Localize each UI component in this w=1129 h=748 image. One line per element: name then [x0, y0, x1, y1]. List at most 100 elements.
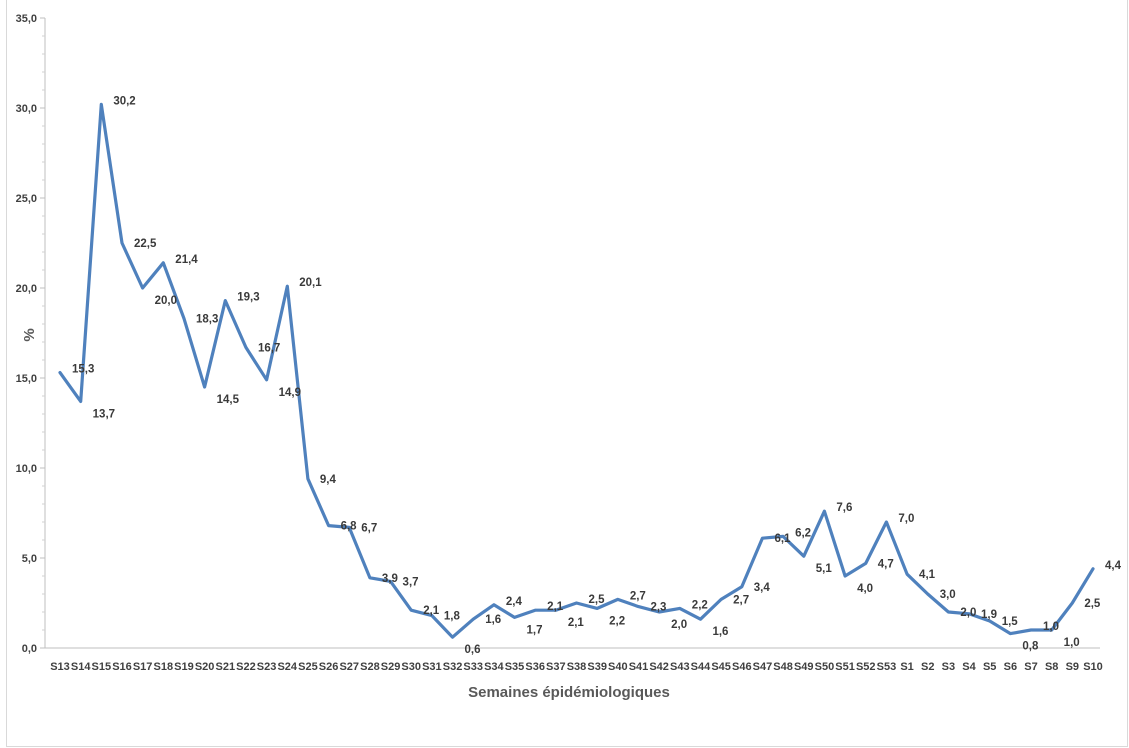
data-label: 1,6: [485, 614, 501, 626]
x-tick-label: S39: [587, 661, 607, 673]
data-label: 1,7: [527, 624, 543, 636]
data-label: 2,3: [650, 602, 666, 614]
x-tick-label: S1: [900, 661, 913, 673]
x-tick-label: S2: [921, 661, 934, 673]
data-label: 2,2: [692, 599, 708, 611]
x-tick-label: S45: [711, 661, 731, 673]
x-tick-label: S22: [236, 661, 256, 673]
data-label: 6,1: [774, 533, 791, 545]
series-line: [58, 102, 1095, 639]
series-group: [58, 102, 1095, 639]
x-tick-label: S14: [71, 661, 91, 673]
x-tick-label: S19: [174, 661, 194, 673]
x-tick-label: S46: [732, 661, 752, 673]
x-tick-label: S9: [1066, 661, 1079, 673]
data-label: 0,8: [1022, 641, 1039, 653]
data-label: 20,0: [155, 295, 177, 307]
data-label: 1,6: [712, 626, 728, 638]
y-axis-title: %: [21, 328, 38, 341]
x-tick-label: S20: [195, 661, 215, 673]
x-tick-label: S16: [112, 661, 132, 673]
x-tick-label: S24: [277, 661, 297, 673]
y-tick-label: 0,0: [22, 643, 37, 655]
x-tick-label: S35: [505, 661, 525, 673]
data-labels: 15,3 13,7 30,2 22,5 20,0 21,4 18,3 14,5 19,3 16,7…: [72, 95, 1122, 656]
y-tick-label: 35,0: [16, 13, 37, 25]
x-tick-label: S27: [339, 661, 359, 673]
x-tick-label: S37: [546, 661, 566, 673]
x-tick-label: S6: [1004, 661, 1017, 673]
data-label: 4,1: [919, 569, 936, 581]
data-label: 1,9: [981, 609, 997, 621]
x-tick-label: S13: [50, 661, 70, 673]
data-label: 2,0: [960, 607, 976, 619]
x-tick-label: S31: [422, 661, 442, 673]
data-label: 16,7: [258, 342, 280, 354]
data-label: 1,5: [1002, 616, 1019, 628]
x-tick-label: S29: [381, 661, 401, 673]
x-tick-label: S25: [298, 661, 318, 673]
x-tick-label: S18: [154, 661, 174, 673]
x-tick-label: S47: [753, 661, 773, 673]
data-label: 3,4: [754, 582, 771, 594]
data-label: 1,8: [444, 611, 461, 623]
y-tick-label: 20,0: [16, 283, 37, 295]
x-tick-label: S30: [401, 661, 421, 673]
y-tick-label: 30,0: [16, 103, 37, 115]
data-label: 2,7: [733, 594, 749, 606]
data-label: 1,0: [1064, 637, 1080, 649]
x-tick-label: S44: [691, 661, 711, 673]
data-label: 14,9: [279, 387, 301, 399]
data-label: 6,8: [341, 521, 358, 533]
x-tick-label: S33: [463, 661, 483, 673]
data-label: 1,0: [1043, 621, 1059, 633]
x-tick-label: S48: [773, 661, 793, 673]
y-axis: 0,0 5,0 10,0 15,0 20,0 25,0 30,0 35,0: [16, 13, 46, 655]
y-tick-label: 10,0: [16, 463, 37, 475]
x-tick-label: S32: [443, 661, 463, 673]
x-tick-label: S15: [92, 661, 112, 673]
x-tick-label: S36: [525, 661, 545, 673]
x-tick-label: S23: [257, 661, 277, 673]
data-label: 21,4: [175, 254, 198, 266]
x-tick-label: S42: [649, 661, 669, 673]
x-tick-label: S49: [794, 661, 814, 673]
data-label: 6,2: [795, 527, 811, 539]
data-label: 20,1: [299, 277, 322, 289]
x-tick-label: S8: [1045, 661, 1058, 673]
data-label: 7,6: [836, 502, 852, 514]
data-label: 19,3: [237, 292, 259, 304]
data-label: 2,5: [1084, 598, 1101, 610]
data-label: 0,6: [465, 644, 481, 656]
data-label: 2,4: [506, 596, 523, 608]
data-label: 13,7: [93, 408, 115, 420]
x-tick-label: S4: [962, 661, 976, 673]
chart-frame: [6, 0, 1128, 747]
data-label: 15,3: [72, 364, 94, 376]
x-tick-label: S50: [815, 661, 835, 673]
data-label: 18,3: [196, 314, 218, 326]
data-label: 30,2: [113, 95, 135, 107]
x-tick-label: S5: [983, 661, 996, 673]
x-tick-label: S53: [877, 661, 897, 673]
x-tick-label: S3: [942, 661, 955, 673]
data-label: 2,5: [589, 594, 606, 606]
x-tick-label: S21: [215, 661, 235, 673]
x-tick-label: S17: [133, 661, 153, 673]
data-label: 6,7: [361, 522, 377, 534]
data-label: 2,1: [568, 617, 585, 629]
y-tick-label: 25,0: [16, 193, 37, 205]
x-tick-label: S43: [670, 661, 690, 673]
x-tick-label: S52: [856, 661, 876, 673]
x-tick-label: S40: [608, 661, 628, 673]
data-label: 2,2: [609, 615, 625, 627]
data-label: 2,7: [630, 590, 646, 602]
x-tick-label: S41: [629, 661, 649, 673]
data-label: 2,0: [671, 619, 687, 631]
data-label: 3,7: [403, 576, 419, 588]
y-tick-label: 15,0: [16, 373, 37, 385]
x-axis-title: Semaines épidémiologiques: [468, 684, 670, 701]
x-tick-label: S7: [1024, 661, 1037, 673]
data-label: 2,1: [423, 605, 440, 617]
